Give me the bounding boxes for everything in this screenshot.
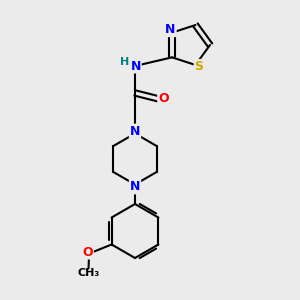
Text: CH₃: CH₃	[77, 268, 100, 278]
Text: O: O	[158, 92, 169, 106]
Text: N: N	[130, 180, 140, 194]
Text: H: H	[120, 57, 129, 68]
Text: O: O	[82, 245, 93, 259]
Text: S: S	[195, 60, 204, 73]
Text: N: N	[165, 23, 176, 36]
Text: N: N	[130, 124, 140, 138]
Text: N: N	[130, 59, 141, 73]
